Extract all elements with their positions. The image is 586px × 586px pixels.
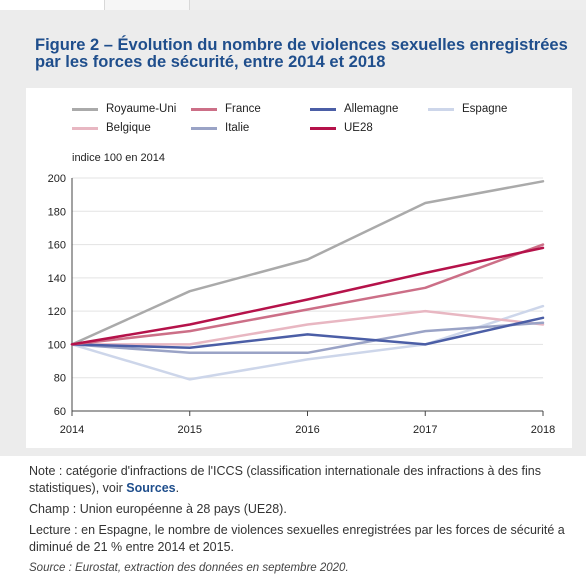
- legend-swatch: [428, 107, 454, 111]
- legend-item: France: [191, 102, 261, 116]
- x-tick-label: 2015: [178, 424, 202, 436]
- series-line-france: [70, 243, 545, 346]
- legend-label: Espagne: [462, 103, 508, 115]
- series-line-ue28: [70, 246, 545, 346]
- y-tick-label: 100: [48, 339, 66, 351]
- legend-swatch: [191, 107, 217, 111]
- series-line-espagne: [70, 304, 545, 381]
- legend-label: Royaume-Uni: [106, 103, 177, 115]
- series-line-allemagne: [70, 316, 545, 350]
- y-tick-label: 140: [48, 273, 66, 285]
- legend-swatch: [72, 126, 98, 130]
- note-paragraph: Note : catégorie d'infractions de l'ICCS…: [29, 463, 569, 497]
- legend-label: UE28: [344, 122, 373, 134]
- figure-title-line2: par les forces de sécurité, entre 2014 e…: [35, 53, 386, 71]
- legend-item: Belgique: [72, 121, 151, 135]
- source-text: Source : Eurostat, extraction des donnée…: [29, 562, 349, 574]
- series-line-belgique: [70, 309, 545, 346]
- legend-label: Allemagne: [344, 103, 399, 115]
- legend-item: Allemagne: [310, 102, 398, 116]
- legend-swatch: [72, 107, 98, 111]
- y-tick-label: 60: [54, 406, 66, 418]
- chart-legend: Royaume-Uni France Allemagne Espagne Belgiqu…: [0, 0, 586, 134]
- legend-label: Belgique: [106, 122, 151, 134]
- tab-bar: [0, 0, 586, 10]
- legend-swatch: [310, 107, 336, 111]
- line-chart: 60 80 100 120 140 160 180 200 2014 2015 2016 2017 20…: [48, 152, 556, 436]
- sources-link[interactable]: Sources: [126, 481, 176, 495]
- y-tick-label: 160: [48, 240, 66, 252]
- legend-label: France: [225, 103, 261, 115]
- legend-item: Royaume-Uni: [72, 102, 176, 116]
- x-tick-label: 2014: [60, 424, 84, 436]
- y-axis-label: indice 100 en 2014: [72, 152, 165, 164]
- legend-label: Italie: [225, 122, 250, 134]
- y-tick-label: 180: [48, 206, 66, 218]
- tab-active[interactable]: [0, 0, 105, 10]
- note-end: .: [175, 481, 180, 495]
- champ-text: Champ : Union européenne à 28 pays (UE28…: [29, 502, 287, 516]
- x-tick-label: 2017: [413, 424, 437, 436]
- note-text: Note : catégorie d'infractions de l'ICCS…: [29, 464, 541, 495]
- figure-title-line1: Figure 2 – Évolution du nombre de violen…: [35, 36, 568, 54]
- series-line-royaume-uni: [70, 180, 545, 346]
- x-tick-label: 2018: [531, 424, 555, 436]
- legend-swatch: [191, 126, 217, 130]
- tab-secondary[interactable]: [105, 0, 190, 10]
- legend-item: Espagne: [428, 102, 507, 116]
- figure-title: Figure 2 – Évolution du nombre de violen…: [35, 37, 575, 71]
- legend-swatch: [310, 126, 336, 130]
- x-tick-label: 2016: [295, 424, 319, 436]
- legend-item: Italie: [191, 121, 249, 135]
- lecture-text: Lecture : en Espagne, le nombre de viole…: [29, 523, 565, 554]
- series-line-italie: [70, 321, 545, 355]
- y-tick-label: 200: [48, 173, 66, 185]
- legend-item: UE28: [310, 121, 373, 135]
- figure-notes: Note : catégorie d'infractions de l'ICCS…: [29, 463, 569, 581]
- y-tick-label: 120: [48, 306, 66, 318]
- y-tick-label: 80: [54, 373, 66, 385]
